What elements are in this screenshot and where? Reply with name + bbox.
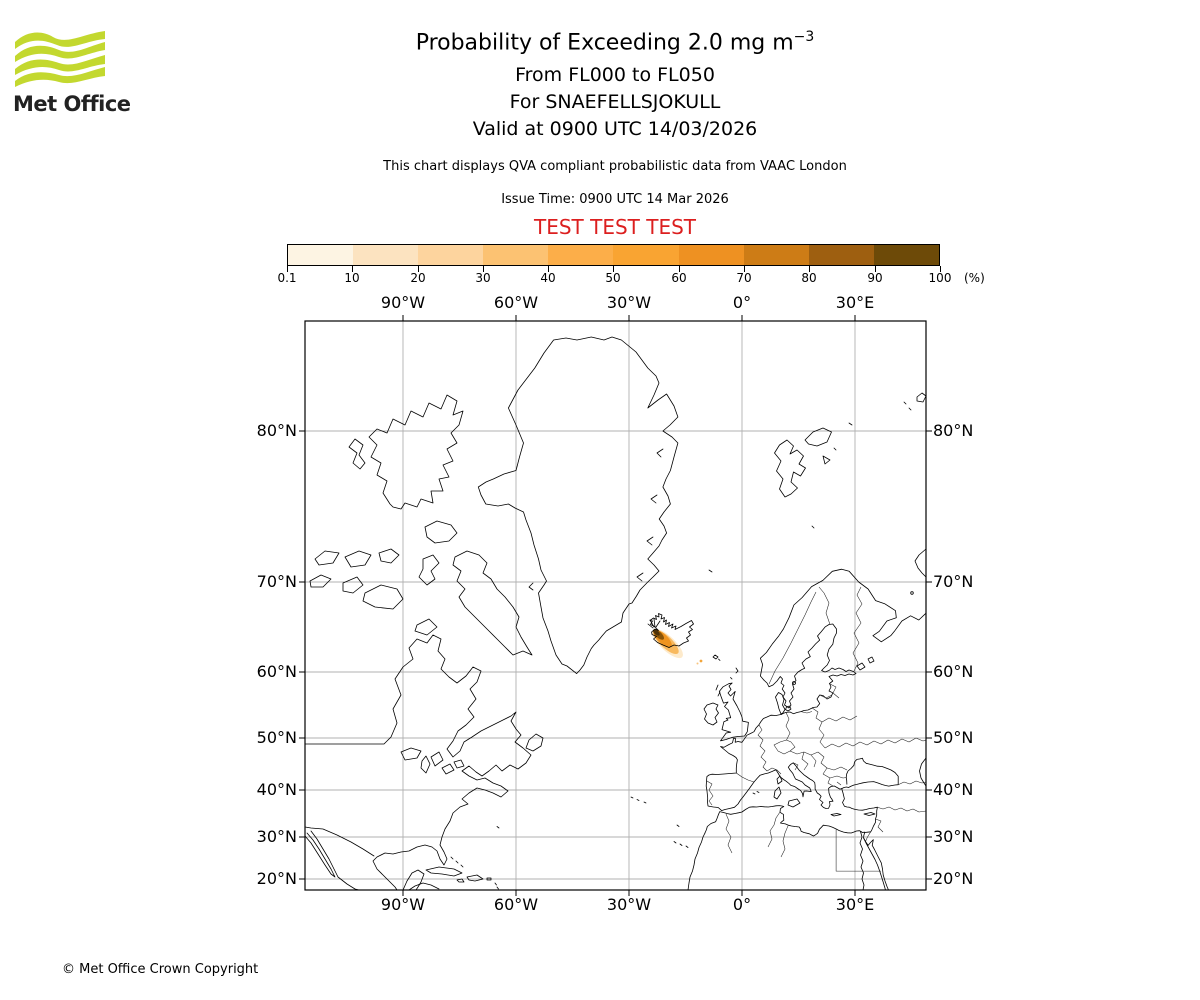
coastlines <box>304 336 927 891</box>
subtitle-volcano: For SNAEFELLSJOKULL <box>509 91 721 113</box>
colorbar-tick <box>679 266 680 272</box>
country-borders <box>706 586 927 872</box>
colorbar-tick <box>875 266 876 272</box>
colorbar-segment <box>808 245 874 265</box>
colorbar-tick-label: 70 <box>736 271 752 285</box>
subtitle-block: From FL000 to FL050 For SNAEFELLSJOKULL … <box>30 62 1200 143</box>
y-tick-label-left: 20°N <box>256 869 297 888</box>
colorbar-tick-label: 90 <box>867 271 883 285</box>
x-tick-label-top: 30°E <box>835 293 875 312</box>
colorbar-tick-label: 40 <box>540 271 556 285</box>
y-tick-label-right: 70°N <box>933 572 974 591</box>
axis-ticks <box>299 315 932 896</box>
ash-plume <box>652 628 703 665</box>
met-office-logo <box>15 31 105 87</box>
colorbar-segment <box>288 245 354 265</box>
subtitle-flight-levels: From FL000 to FL050 <box>515 64 715 86</box>
colorbar-tick-label: 10 <box>344 271 360 285</box>
colorbar-tick <box>744 266 745 272</box>
colorbar-tick <box>809 266 810 272</box>
copyright-notice: © Met Office Crown Copyright <box>62 962 259 977</box>
y-tick-label-left: 70°N <box>256 572 297 591</box>
colorbar-tick-label: 0.1 <box>277 271 297 285</box>
x-tick-label-bottom: 90°W <box>380 895 426 914</box>
probability-colorbar <box>287 244 940 266</box>
x-tick-label-top: 30°W <box>606 293 652 312</box>
met-office-logo-text: Met Office <box>13 92 131 116</box>
colorbar-segment <box>483 245 549 265</box>
x-tick-label-top: 90°W <box>380 293 426 312</box>
y-tick-label-left: 80°N <box>256 421 297 440</box>
colorbar-segment <box>353 245 419 265</box>
y-tick-label-right: 20°N <box>933 869 974 888</box>
colorbar-tick-label: 30 <box>475 271 491 285</box>
y-tick-label-right: 50°N <box>933 728 974 747</box>
y-tick-label-left: 60°N <box>256 662 297 681</box>
colorbar-segment <box>418 245 484 265</box>
x-tick-label-bottom: 60°W <box>493 895 539 914</box>
colorbar-tick <box>613 266 614 272</box>
y-tick-label-left: 50°N <box>256 728 297 747</box>
x-tick-label-top: 0° <box>732 293 752 312</box>
page-title: Probability of Exceeding 2.0 mg m−3 <box>30 29 1200 55</box>
colorbar-segment <box>678 245 744 265</box>
y-tick-label-left: 30°N <box>256 827 297 846</box>
colorbar-segment <box>613 245 679 265</box>
colorbar-segment <box>548 245 614 265</box>
x-tick-label-top: 60°W <box>493 293 539 312</box>
subtitle-valid-time: Valid at 0900 UTC 14/03/2026 <box>472 118 758 140</box>
y-tick-label-right: 80°N <box>933 421 974 440</box>
colorbar-tick <box>418 266 419 272</box>
colorbar-tick-label: 20 <box>410 271 426 285</box>
title-exponent: −3 <box>793 29 815 45</box>
colorbar-tick <box>287 266 288 272</box>
colorbar-segment <box>743 245 809 265</box>
x-tick-label-bottom: 30°E <box>835 895 875 914</box>
colorbar-tick-label: 80 <box>801 271 817 285</box>
colorbar-tick-label: 100 <box>928 271 952 285</box>
map-frame <box>304 320 927 891</box>
y-tick-label-right: 30°N <box>933 827 974 846</box>
colorbar-tick <box>548 266 549 272</box>
colorbar-tick <box>352 266 353 272</box>
x-tick-label-bottom: 0° <box>732 895 752 914</box>
colorbar-tick <box>483 266 484 272</box>
colorbar-tick-label: 60 <box>671 271 687 285</box>
issue-time: Issue Time: 0900 UTC 14 Mar 2026 <box>501 192 729 207</box>
colorbar-tick <box>940 266 941 272</box>
colorbar-segment <box>873 245 939 265</box>
y-tick-label-left: 40°N <box>256 780 297 799</box>
x-tick-label-bottom: 30°W <box>606 895 652 914</box>
map-canvas <box>299 315 932 896</box>
test-banner: TEST TEST TEST <box>533 215 696 239</box>
qva-note: This chart displays QVA compliant probab… <box>383 159 847 174</box>
title-text: Probability of Exceeding 2.0 mg m <box>415 30 794 56</box>
colorbar-unit-label: (%) <box>964 271 985 285</box>
graticule-gridlines <box>305 321 926 890</box>
y-tick-label-right: 60°N <box>933 662 974 681</box>
y-tick-label-right: 40°N <box>933 780 974 799</box>
colorbar-tick-label: 50 <box>605 271 621 285</box>
